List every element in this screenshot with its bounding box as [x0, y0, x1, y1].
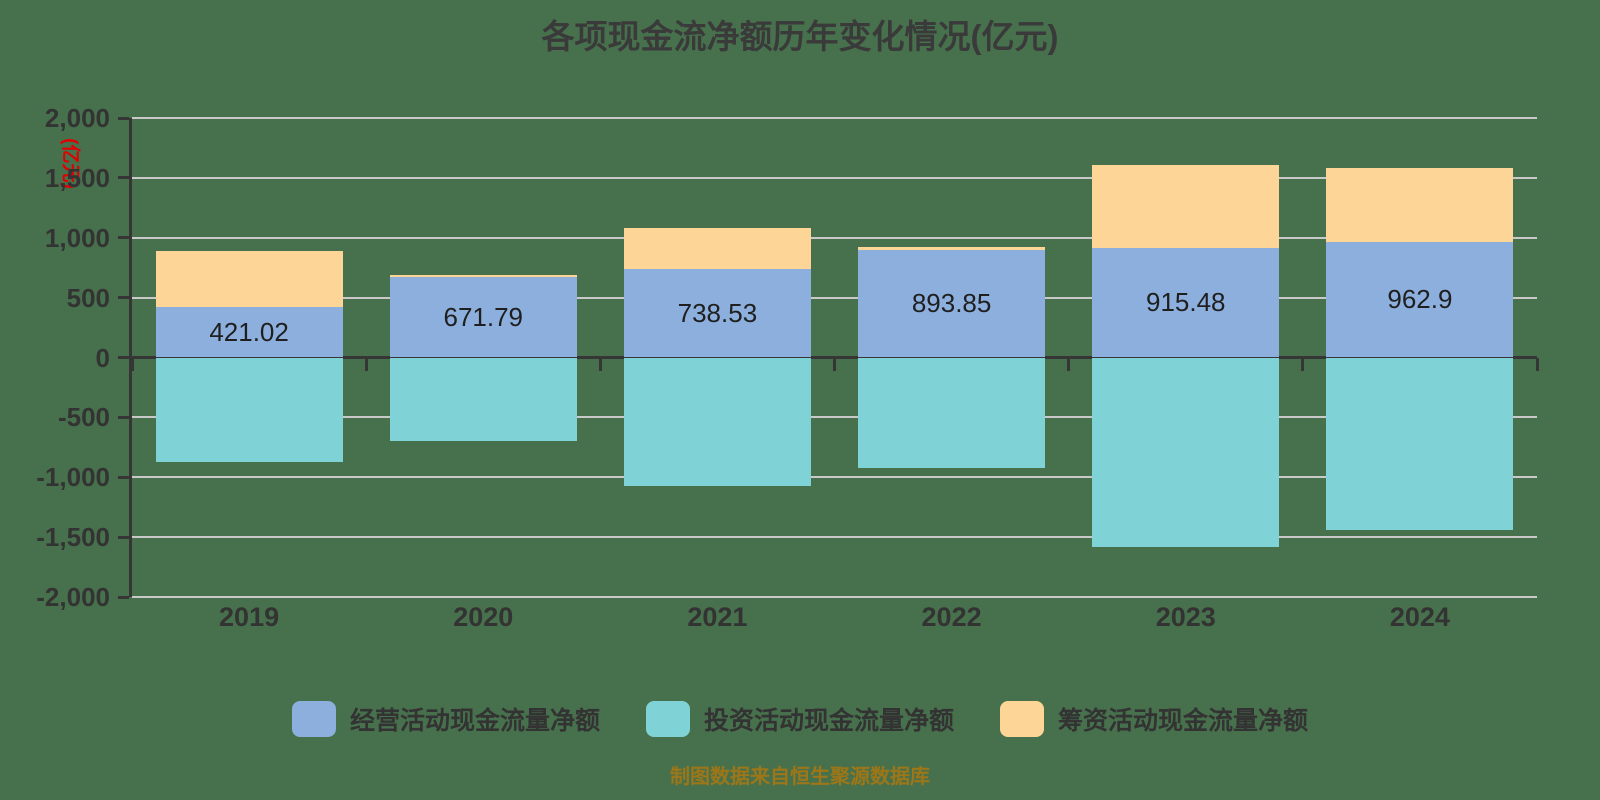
x-axis-label: 2021 — [687, 602, 748, 632]
x-axis-tick — [833, 357, 836, 371]
bar-segment-investing — [1092, 357, 1280, 547]
x-axis-tick — [130, 357, 134, 371]
bar-segment-financing — [1326, 168, 1514, 243]
y-axis-label: 1,500 — [44, 162, 110, 193]
bar-segment-financing — [1092, 165, 1280, 248]
x-axis-tick — [1535, 357, 1539, 371]
legend-label: 经营活动现金流量净额 — [349, 707, 600, 735]
bar-value-label: 962.9 — [1387, 284, 1453, 315]
bar-value-label: 915.48 — [1145, 287, 1226, 318]
legend-item-1: 投资活动现金流量净额 — [645, 701, 954, 737]
bar-segment-investing — [623, 357, 811, 487]
bar-value-label: 421.02 — [209, 316, 289, 347]
bar-segment-financing — [389, 274, 577, 278]
x-axis-label: 2024 — [1389, 602, 1450, 632]
y-axis-tick — [118, 176, 129, 180]
bar-segment-investing — [389, 357, 577, 441]
y-axis-label: -1,000 — [36, 462, 110, 493]
y-axis-label: 500 — [66, 282, 110, 313]
legend-swatch-icon — [645, 701, 690, 737]
x-axis-tick — [1067, 357, 1071, 371]
y-axis-label: 0 — [95, 342, 110, 373]
legend: 经营活动现金流量净额 投资活动现金流量净额 筹资活动现金流量净额 — [0, 701, 1600, 737]
gridline — [132, 416, 1537, 419]
gridline — [132, 476, 1537, 479]
bar-segment-operating — [1092, 247, 1280, 358]
x-axis-label: 2019 — [219, 602, 280, 632]
bar-value-label: 738.53 — [677, 297, 758, 328]
bar-segment-operating — [389, 277, 577, 358]
y-axis-label: -2,000 — [36, 582, 110, 612]
y-axis-label: -500 — [57, 402, 110, 433]
y-axis-tick — [118, 296, 129, 300]
bar-value-label: 671.79 — [443, 301, 524, 332]
x-axis-label: 2023 — [1155, 602, 1216, 632]
legend-swatch-icon — [1000, 701, 1044, 737]
x-axis-tick — [598, 357, 602, 371]
bar-segment-operating — [858, 250, 1046, 358]
bar-segment-financing — [623, 227, 811, 270]
bar-segment-operating — [1326, 242, 1514, 358]
legend-item-0: 经营活动现金流量净额 — [291, 701, 600, 737]
x-axis-tick — [364, 357, 368, 371]
legend-swatch-icon — [291, 701, 336, 737]
legend-label: 筹资活动现金流量净额 — [1058, 707, 1309, 735]
gridline — [132, 296, 1537, 299]
legend-label: 投资活动现金流量净额 — [703, 707, 954, 735]
gridline — [132, 596, 1537, 598]
y-axis-tick — [118, 415, 129, 419]
bar-segment-operating — [155, 307, 343, 358]
chart-title: 各项现金流净额历年变化情况(亿元) — [541, 18, 1059, 55]
bar-segment-operating — [623, 269, 811, 358]
y-axis-tick — [118, 595, 129, 599]
bar-segment-investing — [1326, 357, 1514, 531]
y-axis-tick — [118, 236, 129, 240]
y-axis-tick — [118, 475, 129, 479]
y-axis-tick — [118, 535, 129, 539]
bar-segment-investing — [155, 357, 343, 462]
footer-source-note: 制图数据来自恒生聚源数据库 — [670, 766, 930, 788]
gridline — [132, 236, 1537, 239]
bar-value-label: 893.85 — [911, 288, 992, 319]
y-axis-label: 1,000 — [44, 222, 110, 253]
gridline — [132, 117, 1537, 119]
legend-item-2: 筹资活动现金流量净额 — [1000, 701, 1308, 737]
bar-segment-financing — [858, 246, 1046, 251]
y-axis-tick — [118, 116, 129, 120]
x-axis-tick — [1301, 357, 1305, 371]
gridline — [132, 176, 1537, 179]
y-axis-label: -1,500 — [36, 522, 110, 553]
bar-segment-investing — [858, 357, 1046, 468]
x-axis-label: 2022 — [921, 602, 982, 632]
bar-segment-financing — [155, 251, 343, 308]
x-axis-label: 2020 — [453, 602, 514, 632]
y-axis-tick — [118, 356, 129, 359]
gridline — [132, 536, 1537, 539]
y-axis-label: 2,000 — [44, 103, 110, 133]
